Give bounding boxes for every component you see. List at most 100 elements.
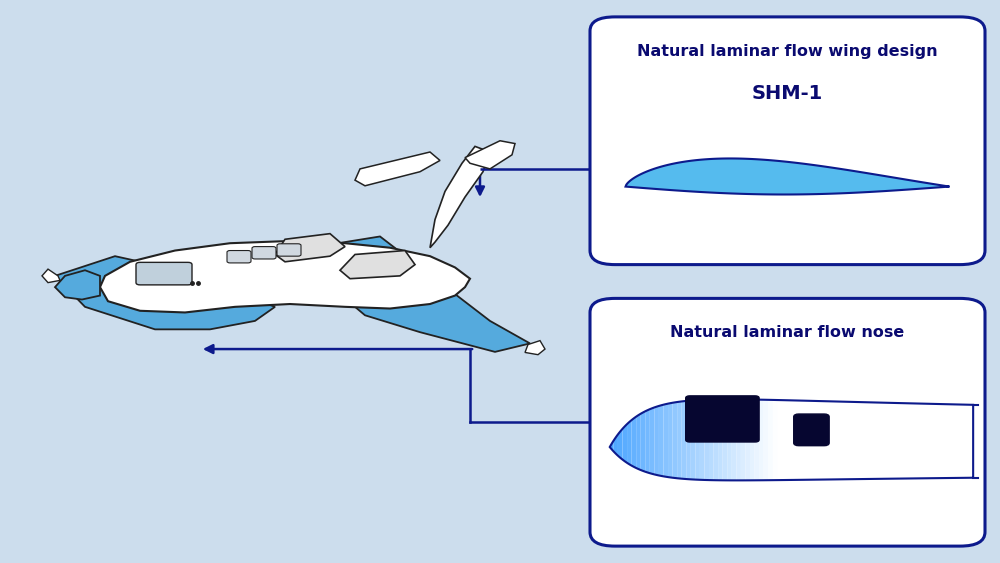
FancyBboxPatch shape (590, 17, 985, 265)
Polygon shape (827, 401, 832, 480)
Polygon shape (796, 400, 800, 480)
Polygon shape (878, 403, 882, 479)
Polygon shape (855, 402, 859, 479)
Polygon shape (837, 401, 841, 479)
Polygon shape (846, 402, 850, 479)
FancyBboxPatch shape (252, 247, 276, 259)
Polygon shape (919, 404, 923, 479)
Polygon shape (923, 404, 928, 479)
Polygon shape (768, 400, 773, 480)
Polygon shape (700, 400, 704, 480)
Polygon shape (905, 403, 909, 479)
Polygon shape (814, 401, 818, 480)
Polygon shape (782, 400, 786, 480)
Polygon shape (941, 404, 946, 478)
Polygon shape (909, 403, 914, 479)
Polygon shape (882, 403, 887, 479)
Polygon shape (677, 401, 682, 479)
Polygon shape (623, 424, 627, 463)
Polygon shape (750, 400, 755, 480)
Polygon shape (741, 399, 745, 480)
Polygon shape (626, 158, 949, 194)
Polygon shape (841, 401, 846, 479)
Polygon shape (632, 417, 636, 468)
FancyBboxPatch shape (590, 298, 985, 546)
FancyBboxPatch shape (277, 244, 301, 256)
Polygon shape (887, 403, 891, 479)
FancyBboxPatch shape (227, 251, 251, 263)
Polygon shape (663, 404, 668, 477)
Text: SHM-1: SHM-1 (752, 84, 823, 104)
Polygon shape (100, 241, 470, 312)
Polygon shape (805, 401, 809, 480)
Polygon shape (525, 341, 545, 355)
Polygon shape (937, 404, 941, 478)
Polygon shape (650, 408, 654, 475)
Polygon shape (900, 403, 905, 479)
Polygon shape (755, 400, 759, 480)
Polygon shape (465, 141, 515, 169)
Polygon shape (745, 399, 750, 480)
Polygon shape (645, 409, 650, 473)
Polygon shape (732, 399, 736, 480)
Polygon shape (873, 403, 878, 479)
Polygon shape (959, 404, 964, 478)
Polygon shape (818, 401, 823, 480)
FancyBboxPatch shape (686, 396, 759, 442)
Polygon shape (300, 236, 530, 352)
Polygon shape (613, 435, 618, 455)
Polygon shape (969, 405, 973, 478)
Polygon shape (928, 404, 932, 478)
Polygon shape (809, 401, 814, 480)
Polygon shape (695, 400, 700, 480)
Polygon shape (627, 420, 632, 466)
Polygon shape (55, 256, 275, 329)
Polygon shape (773, 400, 777, 480)
Text: Natural laminar flow nose: Natural laminar flow nose (670, 325, 905, 341)
FancyBboxPatch shape (136, 262, 192, 285)
Polygon shape (686, 400, 691, 479)
Polygon shape (636, 414, 641, 470)
Polygon shape (55, 270, 100, 300)
Polygon shape (891, 403, 896, 479)
Polygon shape (682, 401, 686, 479)
Polygon shape (950, 404, 955, 478)
Polygon shape (964, 405, 969, 478)
Polygon shape (691, 400, 695, 480)
Polygon shape (764, 400, 768, 480)
Polygon shape (896, 403, 900, 479)
FancyBboxPatch shape (794, 414, 829, 446)
Polygon shape (759, 400, 764, 480)
Polygon shape (859, 402, 864, 479)
Polygon shape (932, 404, 937, 478)
Polygon shape (718, 399, 723, 480)
Polygon shape (275, 234, 345, 262)
Polygon shape (850, 402, 855, 479)
Polygon shape (914, 404, 919, 479)
Polygon shape (723, 399, 727, 480)
Polygon shape (714, 399, 718, 480)
Polygon shape (430, 146, 490, 248)
Polygon shape (786, 400, 791, 480)
Polygon shape (42, 269, 60, 283)
Text: Natural laminar flow wing design: Natural laminar flow wing design (637, 44, 938, 59)
Polygon shape (727, 399, 732, 480)
Polygon shape (355, 152, 440, 186)
Polygon shape (777, 400, 782, 480)
Polygon shape (800, 401, 805, 480)
Polygon shape (946, 404, 950, 478)
Polygon shape (659, 405, 663, 476)
Polygon shape (868, 403, 873, 479)
Polygon shape (736, 399, 741, 480)
Polygon shape (955, 404, 959, 478)
Polygon shape (654, 406, 659, 476)
Polygon shape (832, 401, 837, 480)
Polygon shape (610, 441, 613, 451)
Polygon shape (673, 402, 677, 478)
Polygon shape (704, 400, 709, 480)
Polygon shape (823, 401, 827, 480)
Polygon shape (340, 251, 415, 279)
Polygon shape (864, 402, 868, 479)
Polygon shape (618, 429, 623, 459)
Polygon shape (791, 400, 796, 480)
